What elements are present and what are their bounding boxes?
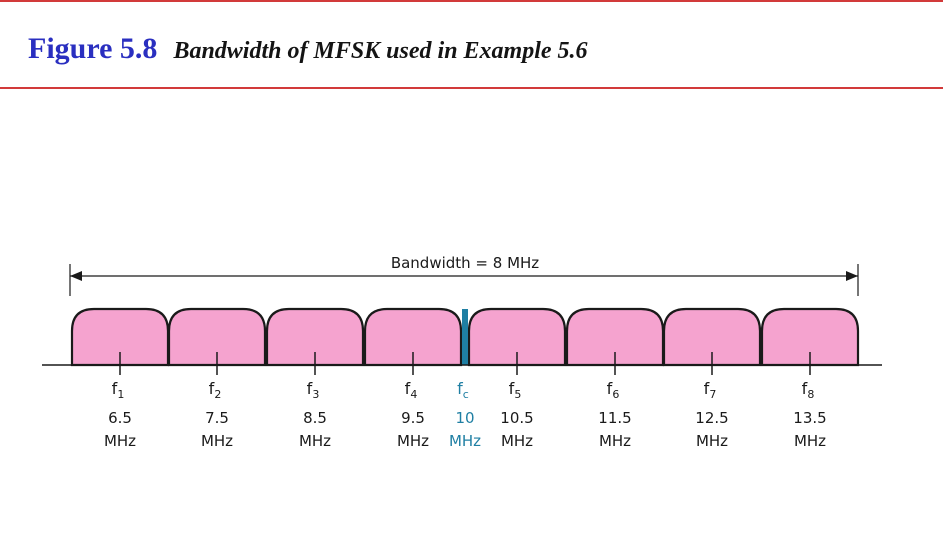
carrier-fc-unit: MHz [449, 432, 481, 450]
carrier-f3-value: 8.5 [303, 409, 327, 427]
carrier-f5-unit: MHz [501, 432, 533, 450]
carrier-f7-value: 12.5 [695, 409, 728, 427]
carrier-f6-symbol: f6 [607, 379, 620, 401]
carrier-f1-unit: MHz [104, 432, 136, 450]
figure-title: Figure 5.8 Bandwidth of MFSK used in Exa… [28, 32, 588, 66]
carrier-f6-value: 11.5 [598, 409, 631, 427]
carrier-f8-unit: MHz [794, 432, 826, 450]
bandwidth-label: Bandwidth = 8 MHz [391, 254, 539, 272]
bottom-rule [0, 87, 943, 89]
carrier-fc-symbol: fc [457, 379, 469, 401]
band-f1 [70, 307, 170, 367]
carrier-f1-value: 6.5 [108, 409, 132, 427]
band-f7 [662, 307, 762, 367]
carrier-f1-symbol: f1 [112, 379, 125, 401]
carrier-f2-symbol: f2 [209, 379, 222, 401]
band-f4 [363, 307, 463, 367]
carrier-f7-symbol: f7 [704, 379, 717, 401]
carrier-fc-value: 10 [455, 409, 474, 427]
band-f2 [167, 307, 267, 367]
carrier-f3-unit: MHz [299, 432, 331, 450]
figure-number: Figure 5.8 [28, 32, 158, 65]
figure-caption: Bandwidth of MFSK used in Example 5.6 [173, 38, 588, 64]
bandwidth-right-arrow [846, 271, 858, 281]
carrier-f8-value: 13.5 [793, 409, 826, 427]
carrier-f4-symbol: f4 [405, 379, 418, 401]
bandwidth-left-arrow [70, 271, 82, 281]
carrier-f5-value: 10.5 [500, 409, 533, 427]
carrier-f3-symbol: f3 [307, 379, 320, 401]
carrier-f4-unit: MHz [397, 432, 429, 450]
band-f3 [265, 307, 365, 367]
carrier-f2-unit: MHz [201, 432, 233, 450]
band-f6 [565, 307, 665, 367]
carrier-f6-unit: MHz [599, 432, 631, 450]
carrier-f4-value: 9.5 [401, 409, 425, 427]
band-f5 [467, 307, 567, 367]
top-rule [0, 0, 943, 2]
center-carrier-marker [462, 309, 468, 365]
carrier-f8-symbol: f8 [802, 379, 815, 401]
band-f8 [760, 307, 860, 367]
carrier-f5-symbol: f5 [509, 379, 522, 401]
carrier-f7-unit: MHz [696, 432, 728, 450]
carrier-f2-value: 7.5 [205, 409, 229, 427]
